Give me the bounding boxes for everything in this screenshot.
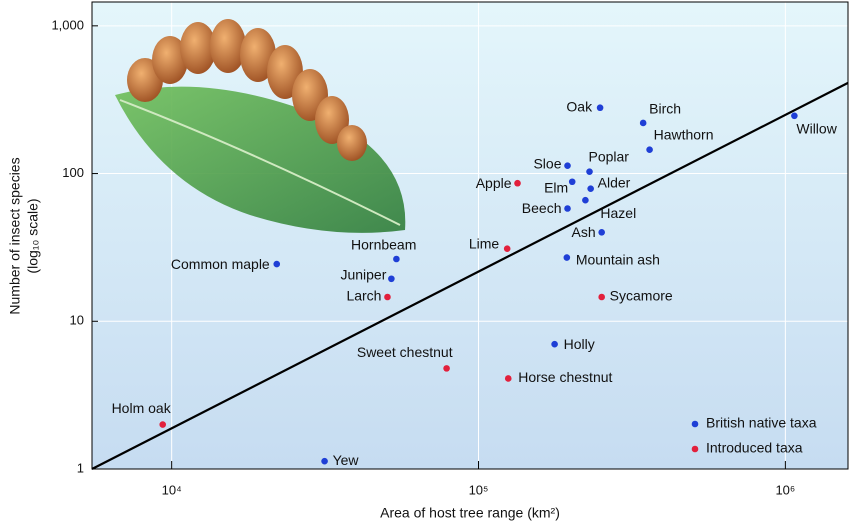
point-label: Yew [333, 452, 360, 468]
y-tick-label: 1,000 [51, 17, 84, 32]
data-point [321, 457, 328, 465]
x-tick-label: 10⁴ [162, 482, 182, 497]
data-point [587, 185, 594, 192]
data-point [393, 255, 400, 263]
marks: Oak Birch Hawthorn Willow Sloe Poplar Elm Alder… [91, 81, 849, 470]
point-label: Willow [796, 121, 837, 137]
data-point [443, 365, 450, 372]
data-point [596, 104, 604, 112]
legend-label: British native taxa [706, 415, 817, 431]
point-label: Holly [564, 336, 595, 352]
point-label: Hornbeam [351, 237, 416, 253]
fit-line [91, 81, 849, 470]
point-label: Beech [522, 200, 562, 216]
data-point [568, 178, 576, 186]
y-axis-label: (log₁₀ scale) [25, 198, 41, 273]
data-point [646, 146, 653, 154]
y-axis-label: Number of insect species [7, 157, 23, 314]
data-point [388, 275, 395, 283]
y-tick-label: 1 [77, 460, 84, 475]
data-point [564, 162, 571, 170]
leaf-vein [119, 99, 401, 226]
data-point [639, 119, 647, 127]
data-point [564, 205, 571, 212]
x-tick-label: 10⁵ [469, 482, 489, 497]
point-label: Elm [544, 179, 568, 195]
legend-marker [691, 420, 699, 428]
data-point [582, 196, 589, 204]
point-label: Sweet chestnut [357, 344, 453, 360]
data-point [514, 179, 521, 187]
point-label: Ash [572, 224, 596, 240]
point-label: Hazel [600, 205, 636, 221]
x-tick-label: 10⁶ [775, 482, 795, 497]
data-point [563, 254, 571, 261]
data-point [384, 293, 391, 301]
point-label: Sloe [533, 155, 561, 171]
point-label: Birch [649, 101, 681, 117]
point-label: Juniper [340, 266, 386, 282]
point-label: Lime [469, 235, 500, 251]
data-point [551, 340, 558, 348]
point-label: Hawthorn [654, 126, 714, 142]
data-point [598, 229, 605, 236]
caterpillar [127, 19, 367, 161]
plot-background [92, 2, 848, 469]
legend-label: Introduced taxa [706, 440, 803, 456]
point-label: Horse chestnut [518, 369, 612, 385]
y-tick-label: 100 [62, 165, 84, 180]
data-point [273, 260, 281, 268]
point-label: Larch [346, 288, 381, 304]
data-point [598, 293, 605, 301]
data-point [159, 421, 167, 428]
illustration [115, 19, 406, 233]
legend-marker [691, 445, 699, 453]
point-label: Poplar [589, 148, 630, 164]
point-label: Oak [566, 98, 593, 114]
y-tick-label: 10 [70, 313, 84, 328]
point-label: Common maple [171, 256, 270, 272]
x-axis-label: Area of host tree range (km²) [380, 505, 560, 521]
point-label: Sycamore [610, 288, 673, 304]
data-point [586, 168, 593, 175]
point-label: Alder [598, 174, 631, 190]
data-point [791, 112, 798, 120]
point-label: Holm oak [112, 400, 172, 416]
data-point [504, 375, 512, 382]
point-label: Mountain ash [576, 251, 660, 267]
plot-frame [91, 1, 849, 470]
point-label: Apple [476, 175, 512, 191]
data-point [503, 245, 511, 252]
